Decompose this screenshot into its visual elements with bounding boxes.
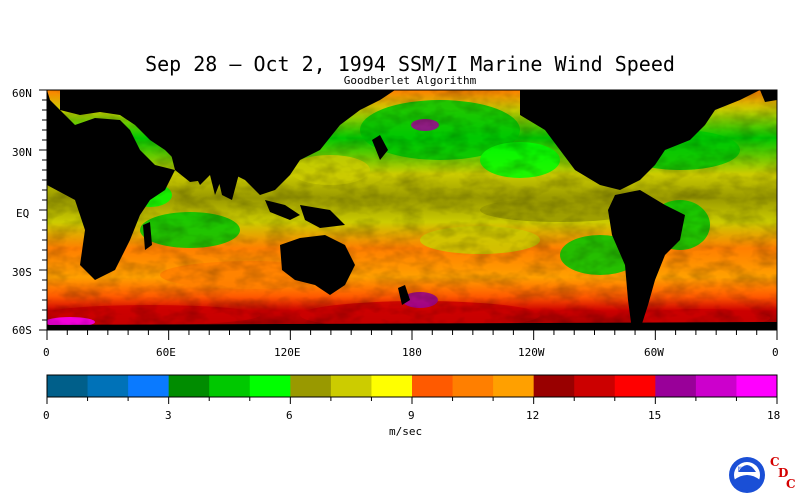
lon-label-0-right: 0 xyxy=(772,346,779,359)
cdc-letter-1: C xyxy=(770,455,780,469)
colorbar-swatch xyxy=(209,375,251,397)
noaa-logo xyxy=(729,457,765,493)
cdc-letter-2: D xyxy=(778,466,789,480)
colorbar-swatch xyxy=(736,375,778,397)
lat-label-60n: 60N xyxy=(12,87,32,100)
colorbar-swatch xyxy=(371,375,413,397)
colorbar-swatch xyxy=(249,375,291,397)
colorbar-label-15: 15 xyxy=(648,409,662,422)
lat-label-60s: 60S xyxy=(12,324,32,337)
colorbar-label-18: 18 xyxy=(767,409,781,422)
colorbar-label-12: 12 xyxy=(526,409,540,422)
colorbar-swatch xyxy=(412,375,454,397)
lon-label-180: 180 xyxy=(402,346,422,359)
colorbar-swatch xyxy=(533,375,575,397)
colorbar-swatch xyxy=(574,375,616,397)
lat-label-30n: 30N xyxy=(12,146,32,159)
colorbar-swatch xyxy=(493,375,535,397)
lon-label-60e: 60E xyxy=(156,346,176,359)
lat-label-eq: EQ xyxy=(16,207,30,220)
map-title: Sep 28 – Oct 2, 1994 SSM/I Marine Wind S… xyxy=(145,52,675,76)
longitude-ticks xyxy=(46,330,778,340)
colorbar-swatch xyxy=(168,375,210,397)
colorbar-label-9: 9 xyxy=(408,409,415,422)
colorbar-swatch xyxy=(290,375,332,397)
lon-label-60w: 60W xyxy=(644,346,664,359)
colorbar-label-6: 6 xyxy=(286,409,293,422)
colorbar-unit: m/sec xyxy=(389,425,423,438)
lon-label-0-left: 0 xyxy=(43,346,50,359)
colorbar-swatch xyxy=(330,375,372,397)
noaa-logo-text: NOAA xyxy=(738,466,753,473)
land-masses xyxy=(47,90,777,330)
colorbar-swatch xyxy=(614,375,656,397)
lon-label-120e: 120E xyxy=(274,346,301,359)
colorbar-swatch xyxy=(452,375,494,397)
colorbar-swatch xyxy=(87,375,129,397)
colorbar-ticks xyxy=(46,397,778,404)
lat-label-30s: 30S xyxy=(12,266,32,279)
lon-label-120w: 120W xyxy=(518,346,545,359)
colorbar-swatch xyxy=(47,375,89,397)
colorbar-swatch xyxy=(655,375,697,397)
colorbar-swatch xyxy=(128,375,170,397)
colorbar-label-3: 3 xyxy=(165,409,172,422)
colorbar xyxy=(47,375,778,397)
latitude-ticks xyxy=(39,89,47,331)
colorbar-swatch xyxy=(695,375,737,397)
cdc-letter-3: C xyxy=(786,477,796,491)
map-subtitle: Goodberlet Algorithm xyxy=(343,74,477,87)
colorbar-label-0: 0 xyxy=(43,409,50,422)
